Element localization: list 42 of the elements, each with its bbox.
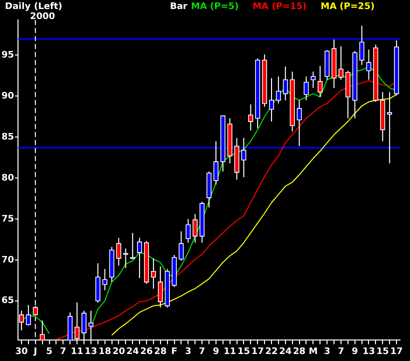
x-tick-label: 3 <box>185 346 192 357</box>
x-tick-label: 5 <box>46 346 52 357</box>
x-tick-label: 22 <box>265 346 278 357</box>
text: MA (P=5) <box>191 2 239 12</box>
x-tick-label: 18 <box>98 346 112 357</box>
x-tick-label: 9 <box>352 346 358 357</box>
text: MA (P=25) <box>320 2 375 12</box>
x-tick-label: 24 <box>279 346 292 357</box>
x-tick-label: 7 <box>198 346 206 357</box>
x-tick-label: 7 <box>60 346 66 357</box>
y-tick-label: 65 <box>1 296 14 306</box>
y-tick-label: 80 <box>1 173 14 184</box>
x-tick-label: 28 <box>154 346 167 357</box>
x-tick-label: 20 <box>112 346 125 357</box>
y-tick-label: 70 <box>1 255 14 266</box>
y-tick-label: 75 <box>1 214 14 224</box>
text: Bar <box>170 2 188 12</box>
x-tick-label: 13 <box>84 346 98 357</box>
text: MA (P=15) <box>252 2 307 12</box>
x-tick-label: 9 <box>212 346 220 357</box>
x-tick-label: 17 <box>251 346 264 357</box>
text: (Left) <box>34 2 62 12</box>
y-tick-label: 90 <box>1 92 14 102</box>
x-tick-label: 24 <box>126 346 139 357</box>
x-tick-label: 30 <box>15 346 28 357</box>
x-tick-label: M <box>308 346 318 357</box>
x-tick-label: F <box>171 346 178 357</box>
x-tick-label: J <box>32 346 38 357</box>
annotation: 2000 <box>30 12 56 22</box>
x-tick-label: 26 <box>140 346 153 357</box>
x-tick-label: 17 <box>390 346 403 357</box>
x-tick-label: 7 <box>338 346 344 357</box>
x-tick-label: 11 <box>224 346 236 357</box>
y-tick-label: 85 <box>1 132 14 142</box>
x-tick-label: 13 <box>362 346 376 357</box>
x-tick-label: 28 <box>293 346 306 357</box>
chart-title: Daily <box>5 2 31 12</box>
x-tick-label: 15 <box>237 346 250 357</box>
y-tick-label: 95 <box>1 50 14 61</box>
x-tick-label: 11 <box>70 346 84 357</box>
x-tick-label: 15 <box>376 346 389 357</box>
x-tick-label: 3 <box>324 346 330 357</box>
